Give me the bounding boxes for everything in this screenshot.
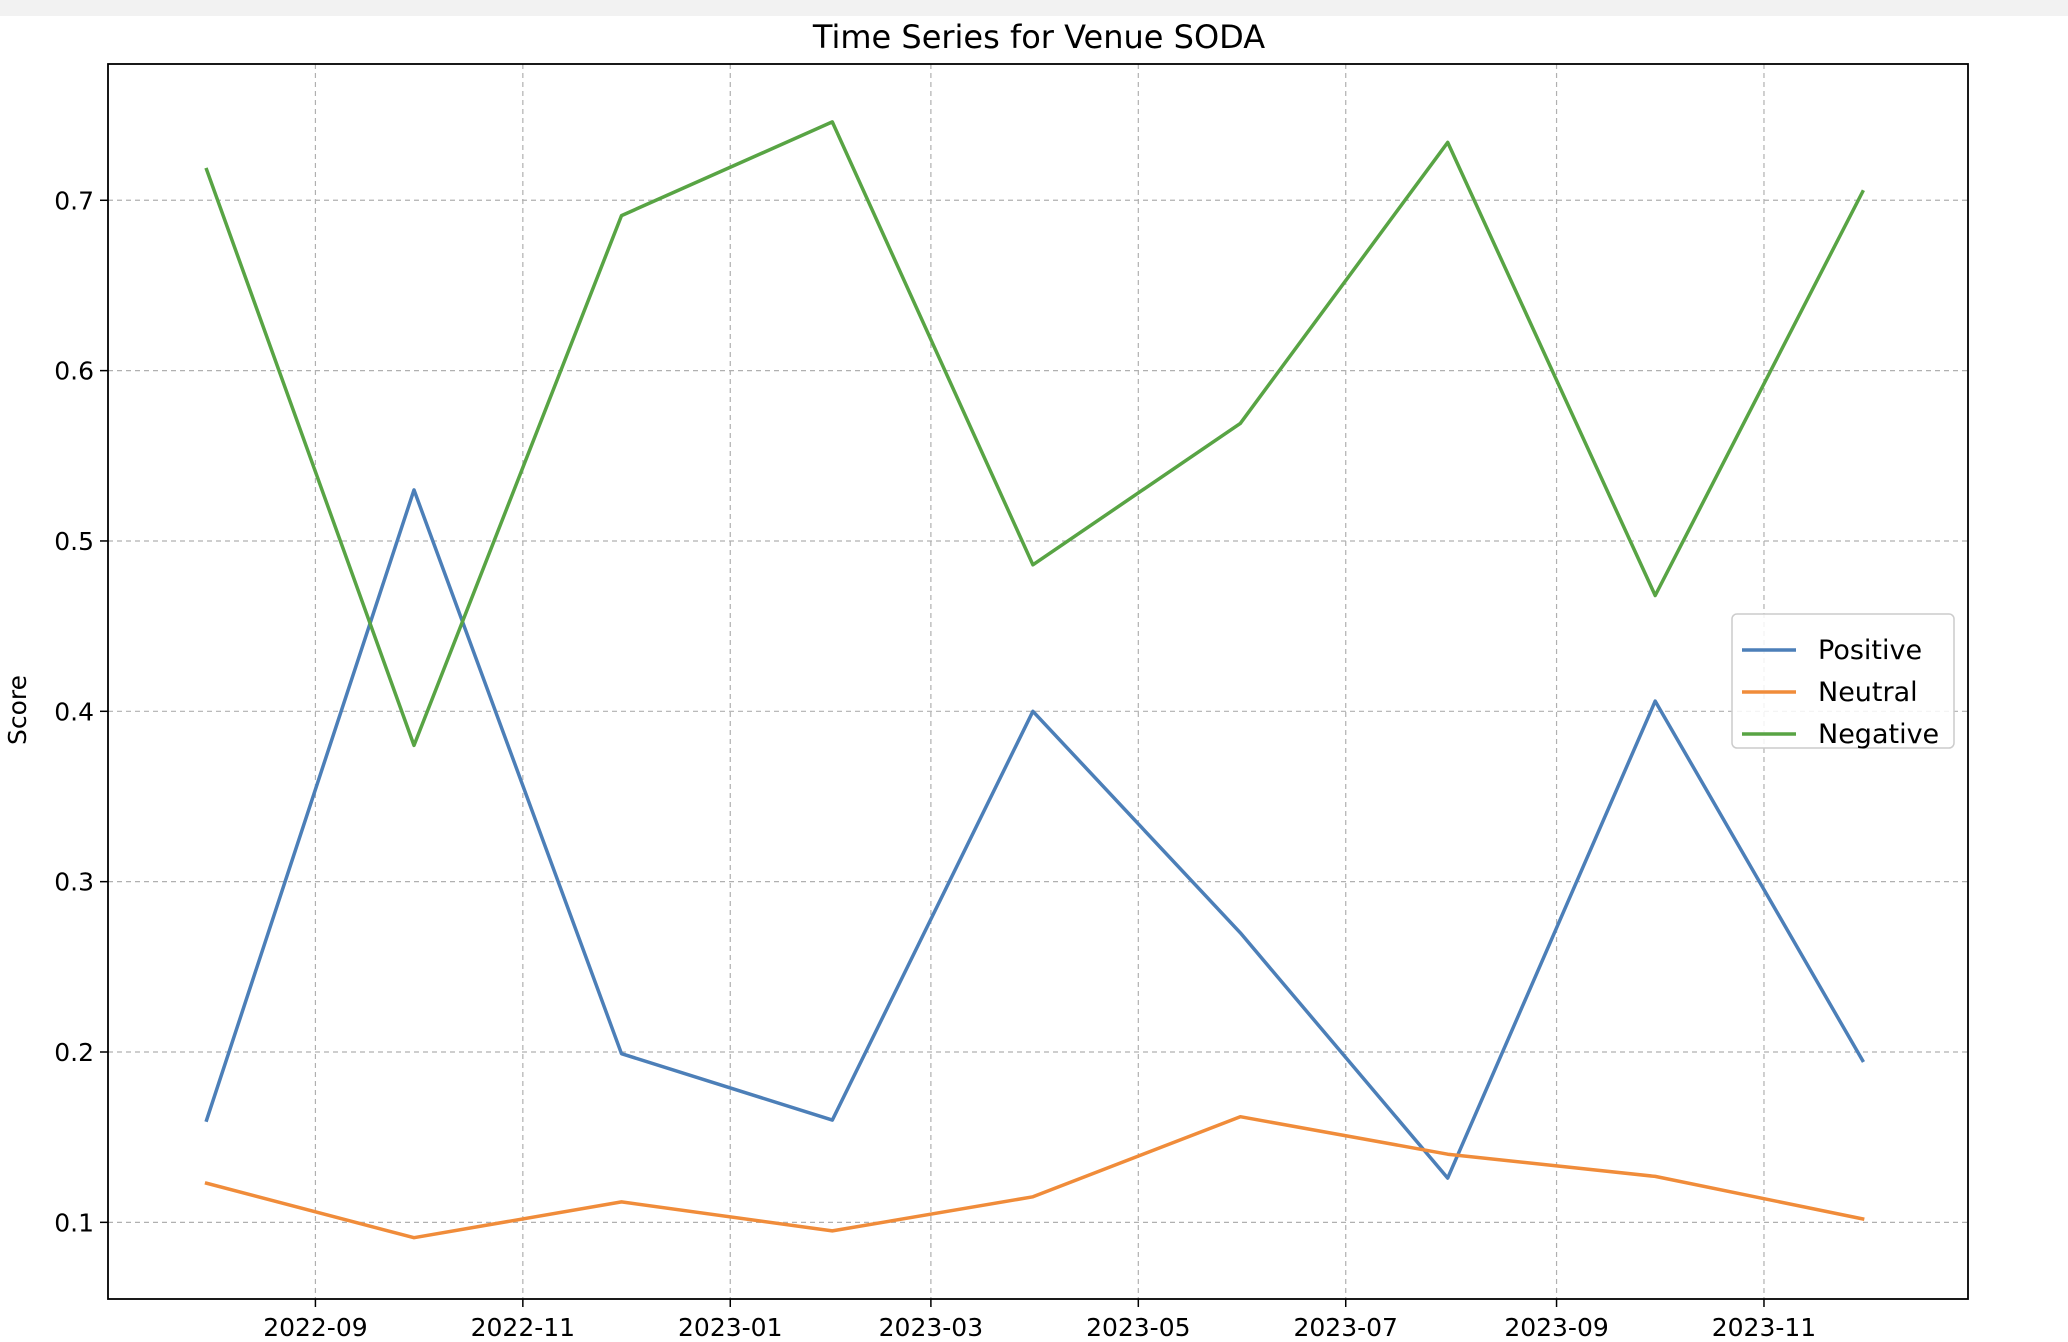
x-tick-label: 2023-11 (1712, 1313, 1816, 1342)
legend: Positive Neutral Negative (1731, 613, 1955, 750)
x-tick-label: 2022-11 (471, 1313, 575, 1342)
series-line-negative (204, 120, 1865, 748)
x-tick-label: 2023-09 (1504, 1313, 1608, 1342)
y-tick-label: 0.2 (54, 1038, 94, 1067)
grid (108, 64, 1968, 1299)
x-tick-label: 2022-09 (263, 1313, 367, 1342)
axes: 2022-09 2022-11 2023-01 2023-03 2023-05 2023-… (54, 186, 1816, 1342)
x-tick-label: 2023-03 (879, 1313, 983, 1342)
legend-label: Negative (1818, 719, 1939, 750)
chart-title: Time Series for Venue SODA (812, 18, 1265, 56)
series-neutral (204, 1114, 1865, 1240)
y-tick-label: 0.6 (54, 357, 94, 386)
legend-item-neutral: Neutral (1742, 677, 1918, 708)
plot-area-frame (107, 63, 1969, 1300)
y-tick-label: 0.7 (54, 186, 94, 215)
y-tick-label: 0.5 (54, 527, 94, 556)
y-tick-label: 0.1 (54, 1208, 94, 1237)
series-line-neutral (204, 1114, 1865, 1240)
y-axis-label: Score (3, 675, 32, 745)
y-tick-label: 0.3 (54, 868, 94, 897)
y-tick-label: 0.4 (54, 697, 94, 726)
legend-item-positive: Positive (1742, 635, 1922, 666)
legend-label: Positive (1818, 635, 1922, 666)
x-tick-label: 2023-07 (1293, 1313, 1397, 1342)
legend-label: Neutral (1818, 677, 1918, 708)
x-tick-label: 2023-01 (678, 1313, 782, 1342)
top-strip (0, 0, 2068, 16)
legend-box (1731, 613, 1955, 749)
legend-item-negative: Negative (1742, 719, 1939, 750)
x-tick-label: 2023-05 (1086, 1313, 1190, 1342)
series-line-positive (204, 488, 1865, 1180)
series-positive (204, 488, 1865, 1180)
series-negative (204, 120, 1865, 748)
series-layer (204, 120, 1865, 1240)
